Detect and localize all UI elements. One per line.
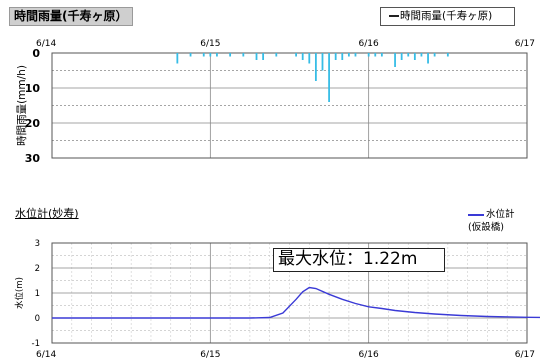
rain-bar xyxy=(314,53,317,81)
rain-x-tick-label: 6/15 xyxy=(200,39,220,49)
rain-bar xyxy=(229,53,232,57)
water-level-chart-title: 水位計(妙寿) xyxy=(15,207,79,220)
rain-bar xyxy=(407,53,410,57)
rainfall-legend-label: 時間雨量(千寿ヶ原) xyxy=(400,10,493,22)
water-level-legend-label: 水位計 xyxy=(486,209,515,220)
rain-y-tick-label: 30 xyxy=(25,152,41,165)
level-y-tick-label: 3 xyxy=(35,239,40,249)
rain-bar xyxy=(334,53,337,60)
rain-bar xyxy=(374,53,377,57)
rain-bar xyxy=(262,53,265,60)
rain-bar xyxy=(427,53,429,64)
rain-bar xyxy=(202,53,205,57)
water-level-legend: 水位計 (仮設橋) xyxy=(468,208,515,234)
rain-bar xyxy=(354,53,357,57)
level-y-tick-label: 1 xyxy=(35,289,40,299)
rain-bar xyxy=(420,53,423,57)
rainfall-chart-title: 時間雨量(千寿ヶ原） xyxy=(9,7,133,26)
rain-bar xyxy=(328,53,330,102)
rain-bar xyxy=(446,53,449,57)
rain-bar xyxy=(380,53,383,57)
level-x-tick-label: 6/15 xyxy=(200,350,220,360)
rain-x-tick-label: 6/14 xyxy=(36,39,56,49)
rain-bar xyxy=(433,53,436,57)
water-level-legend-swatch xyxy=(468,213,484,216)
max-level-annotation: 最大水位：1.22m xyxy=(273,248,445,272)
level-x-tick-label: 6/16 xyxy=(359,350,379,360)
rainfall-legend-swatch xyxy=(389,15,399,17)
rain-bar xyxy=(295,53,297,57)
rain-x-tick-label: 6/17 xyxy=(515,39,535,49)
rain-bar xyxy=(176,53,179,64)
level-x-tick-label: 6/14 xyxy=(36,350,56,360)
water-level-legend-sub: (仮設橋) xyxy=(468,222,504,233)
rain-bar xyxy=(308,53,311,64)
level-x-tick-label: 6/17 xyxy=(515,350,535,360)
rain-bar xyxy=(413,53,416,60)
rain-y-axis-label: 時間雨量(mm/h) xyxy=(16,65,28,146)
level-y-axis-label: 水位(m) xyxy=(14,277,25,309)
rain-bar xyxy=(255,53,258,60)
rainfall-legend: 時間雨量(千寿ヶ原) xyxy=(380,7,515,26)
rain-bar xyxy=(367,53,370,57)
rain-y-tick-label: 10 xyxy=(25,82,41,95)
rain-bar xyxy=(275,53,278,57)
level-y-tick-label: 0 xyxy=(35,314,40,324)
rain-x-tick-label: 6/16 xyxy=(359,39,379,49)
rain-bar xyxy=(400,53,403,60)
rain-bar xyxy=(301,53,304,60)
rain-bar xyxy=(347,53,350,57)
rain-bar xyxy=(341,53,344,60)
rain-bar xyxy=(394,53,396,67)
water-level-line xyxy=(52,286,540,319)
rain-plot-frame xyxy=(51,52,528,159)
rain-bar xyxy=(189,53,192,57)
rain-y-tick-label: 0 xyxy=(32,47,40,60)
level-y-tick-label: -1 xyxy=(32,339,40,349)
rain-bar xyxy=(242,53,245,57)
rain-bar xyxy=(321,53,324,71)
rain-bar xyxy=(209,53,212,57)
rain-bar xyxy=(216,53,218,57)
level-plot-frame xyxy=(51,242,528,344)
rain-y-tick-label: 20 xyxy=(25,117,41,130)
level-y-tick-label: 2 xyxy=(35,264,40,274)
